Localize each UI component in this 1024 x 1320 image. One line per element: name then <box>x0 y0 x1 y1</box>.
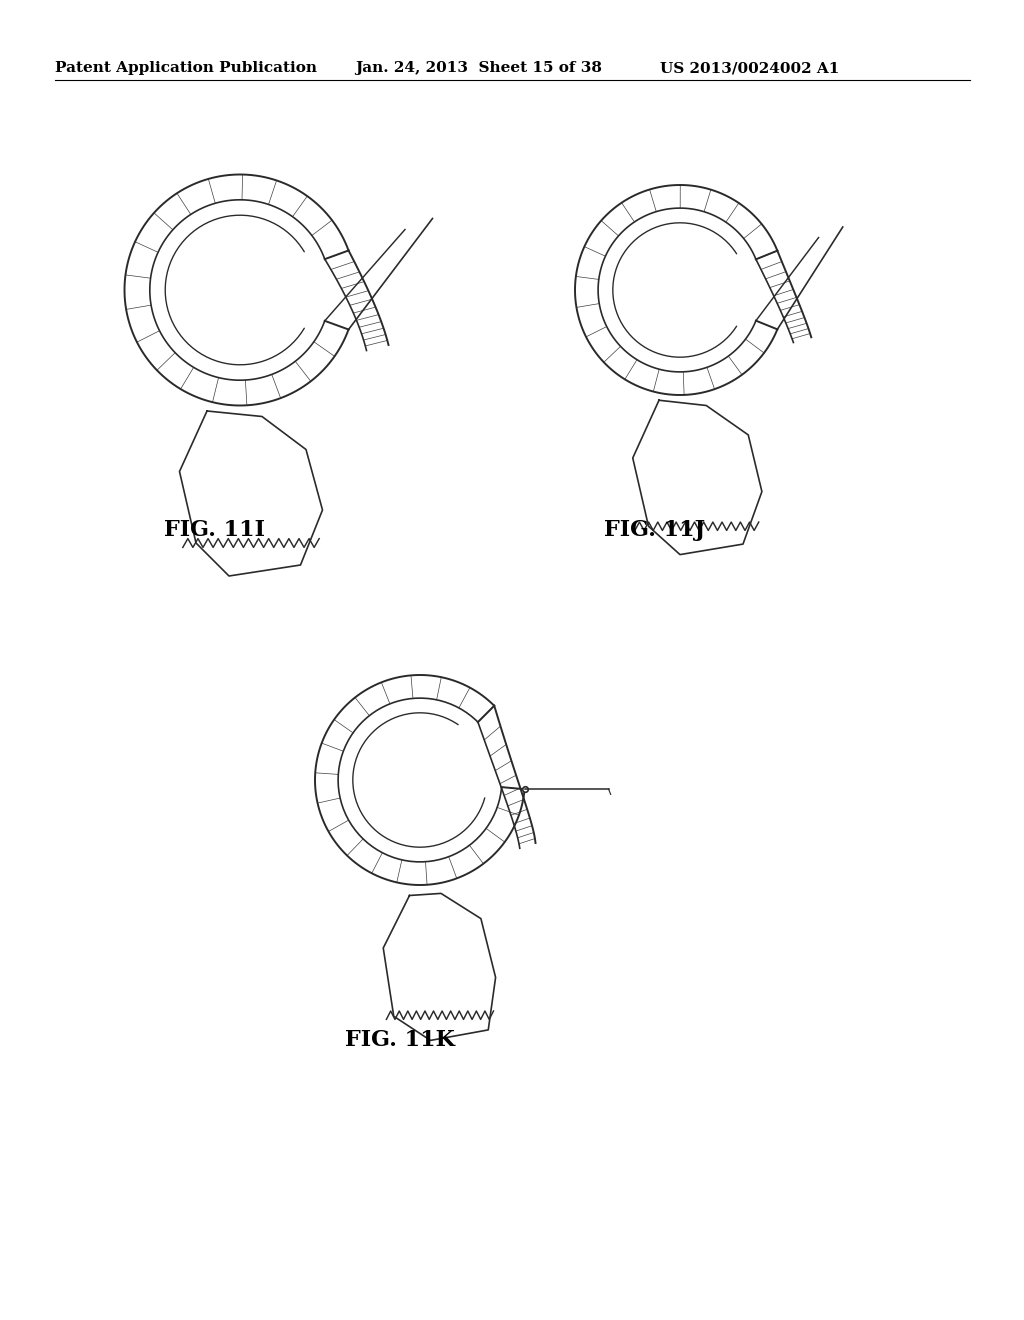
Text: FIG. 11K: FIG. 11K <box>345 1030 455 1051</box>
Text: FIG. 11J: FIG. 11J <box>604 519 706 541</box>
Text: US 2013/0024002 A1: US 2013/0024002 A1 <box>660 61 840 75</box>
Text: Jan. 24, 2013  Sheet 15 of 38: Jan. 24, 2013 Sheet 15 of 38 <box>355 61 602 75</box>
Text: FIG. 11I: FIG. 11I <box>165 519 265 541</box>
Text: Patent Application Publication: Patent Application Publication <box>55 61 317 75</box>
